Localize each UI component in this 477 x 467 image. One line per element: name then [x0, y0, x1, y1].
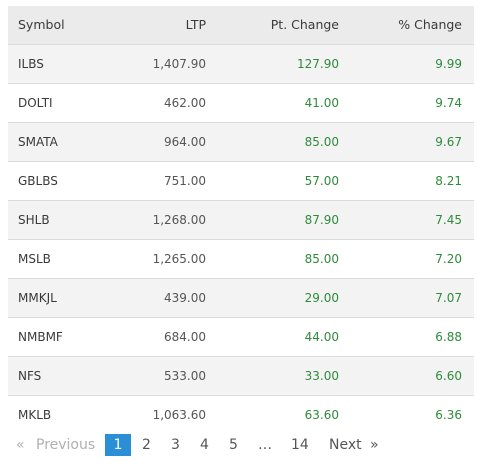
previous-page-button[interactable]: Previous — [36, 437, 96, 453]
stock-gainers-table: Symbol LTP Pt. Change % Change ILBS 1,407… — [8, 6, 474, 434]
table-row[interactable]: MKLB 1,063.60 63.60 6.36 — [8, 395, 474, 434]
table-header: Symbol LTP Pt. Change % Change — [8, 6, 474, 44]
pt-change-cell: 29.00 — [304, 290, 339, 305]
pt-change-cell: 85.00 — [304, 134, 339, 149]
pct-change-cell: 7.20 — [435, 251, 462, 266]
symbol-cell[interactable]: MKLB — [18, 407, 52, 422]
ltp-cell: 964.00 — [164, 134, 206, 149]
pct-change-cell: 6.60 — [435, 368, 462, 383]
pct-change-cell: 7.45 — [435, 212, 462, 227]
symbol-cell[interactable]: SHLB — [18, 212, 50, 227]
pt-change-cell: 33.00 — [304, 368, 339, 383]
table-row[interactable]: ILBS 1,407.90 127.90 9.99 — [8, 44, 474, 83]
pt-change-cell: 87.90 — [304, 212, 339, 227]
pt-change-cell: 57.00 — [304, 173, 339, 188]
pt-change-cell: 63.60 — [304, 407, 339, 422]
ltp-column-header[interactable]: LTP — [185, 17, 206, 33]
pct-change-cell: 8.21 — [435, 173, 462, 188]
header-row: Symbol LTP Pt. Change % Change — [8, 6, 474, 44]
page-button-3[interactable]: 3 — [171, 437, 180, 453]
table-body: ILBS 1,407.90 127.90 9.99 DOLTI 462.00 41.00 9.… — [8, 44, 474, 434]
ltp-cell: 462.00 — [164, 95, 206, 110]
page-button-14[interactable]: 14 — [291, 437, 309, 453]
table-row[interactable]: GBLBS 751.00 57.00 8.21 — [8, 161, 474, 200]
pct-change-column-header[interactable]: % Change — [398, 17, 462, 33]
table-row[interactable]: MSLB 1,265.00 85.00 7.20 — [8, 239, 474, 278]
symbol-cell[interactable]: MMKJL — [18, 290, 57, 305]
table-row[interactable]: SHLB 1,268.00 87.90 7.45 — [8, 200, 474, 239]
symbol-cell[interactable]: MSLB — [18, 251, 51, 266]
pagination-ellipsis: … — [258, 437, 272, 453]
pct-change-cell: 6.36 — [435, 407, 462, 422]
pt-change-column-header[interactable]: Pt. Change — [270, 17, 339, 33]
pct-change-cell: 6.88 — [435, 329, 462, 344]
ltp-cell: 439.00 — [164, 290, 206, 305]
ltp-cell: 684.00 — [164, 329, 206, 344]
symbol-column-header[interactable]: Symbol — [18, 17, 65, 33]
symbol-cell[interactable]: NFS — [18, 368, 42, 383]
pct-change-cell: 9.74 — [435, 95, 462, 110]
ltp-cell: 1,265.00 — [152, 251, 206, 266]
page-button-2[interactable]: 2 — [142, 437, 151, 453]
pt-change-cell: 41.00 — [304, 95, 339, 110]
next-page-button[interactable]: Next — [329, 437, 362, 453]
symbol-cell[interactable]: NMBMF — [18, 329, 63, 344]
symbol-cell[interactable]: SMATA — [18, 134, 58, 149]
pct-change-cell: 9.67 — [435, 134, 462, 149]
ltp-cell: 1,268.00 — [152, 212, 206, 227]
pagination: « Previous 1 2 3 4 5 … 14 Next » — [0, 434, 477, 456]
pt-change-cell: 44.00 — [304, 329, 339, 344]
ltp-cell: 1,063.60 — [152, 407, 206, 422]
page-button-1[interactable]: 1 — [105, 434, 131, 456]
table-row[interactable]: NFS 533.00 33.00 6.60 — [8, 356, 474, 395]
ltp-cell: 751.00 — [164, 173, 206, 188]
ltp-cell: 533.00 — [164, 368, 206, 383]
symbol-cell[interactable]: DOLTI — [18, 95, 53, 110]
page-button-4[interactable]: 4 — [200, 437, 209, 453]
pt-change-cell: 127.90 — [297, 56, 339, 71]
table-row[interactable]: SMATA 964.00 85.00 9.67 — [8, 122, 474, 161]
stock-gainers-table-container: Symbol LTP Pt. Change % Change ILBS 1,407… — [8, 6, 474, 434]
ltp-cell: 1,407.90 — [152, 56, 206, 71]
next-arrow-icon[interactable]: » — [370, 437, 379, 453]
table-row[interactable]: DOLTI 462.00 41.00 9.74 — [8, 83, 474, 122]
previous-arrow-icon: « — [16, 437, 25, 453]
pt-change-cell: 85.00 — [304, 251, 339, 266]
pct-change-cell: 7.07 — [435, 290, 462, 305]
table-row[interactable]: NMBMF 684.00 44.00 6.88 — [8, 317, 474, 356]
pct-change-cell: 9.99 — [435, 56, 462, 71]
symbol-cell[interactable]: ILBS — [18, 56, 44, 71]
table-row[interactable]: MMKJL 439.00 29.00 7.07 — [8, 278, 474, 317]
page-button-5[interactable]: 5 — [229, 437, 238, 453]
symbol-cell[interactable]: GBLBS — [18, 173, 58, 188]
